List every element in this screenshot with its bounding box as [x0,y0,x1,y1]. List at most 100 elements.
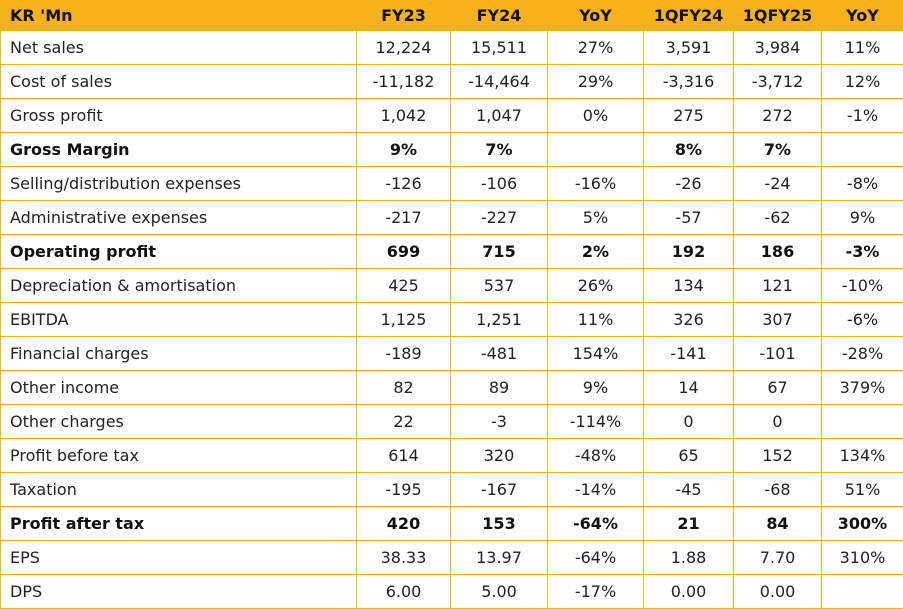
yoy-value: 5% [548,201,644,235]
1qfy25-value: 121 [734,269,822,303]
header-cell-yoy: YoY [548,0,644,31]
1qfy25-value: 67 [734,371,822,405]
yoy-value: -64% [548,507,644,541]
yoy-value: 29% [548,65,644,99]
fy24-value: -14,464 [451,65,548,99]
row-label: Other income [1,371,357,405]
1qfy24-value: 1.88 [644,541,734,575]
fy23-value: 22 [357,405,451,439]
fy23-value: -126 [357,167,451,201]
fy24-value: -3 [451,405,548,439]
yoy-quarter-value: 379% [822,371,903,405]
fy23-value: 6.00 [357,575,451,609]
fy23-value: 1,125 [357,303,451,337]
header-cell-fy24: FY24 [451,0,548,31]
1qfy25-value: 272 [734,99,822,133]
fy24-value: -167 [451,473,548,507]
1qfy24-value: -45 [644,473,734,507]
yoy-value: -64% [548,541,644,575]
1qfy24-value: 326 [644,303,734,337]
1qfy24-value: 21 [644,507,734,541]
1qfy24-value: 14 [644,371,734,405]
row-label: EBITDA [1,303,357,337]
yoy-quarter-value: 300% [822,507,903,541]
header-cell-label: KR 'Mn [1,0,357,31]
yoy-quarter-value: 310% [822,541,903,575]
fy24-value: 320 [451,439,548,473]
yoy-quarter-value: -28% [822,337,903,371]
yoy-quarter-value: -3% [822,235,903,269]
fy24-value: 1,251 [451,303,548,337]
1qfy25-value: -101 [734,337,822,371]
yoy-quarter-value: -1% [822,99,903,133]
fy24-value: 153 [451,507,548,541]
1qfy25-value: 84 [734,507,822,541]
1qfy25-value: 0.00 [734,575,822,609]
header-cell-1qfy24: 1QFY24 [644,0,734,31]
yoy-quarter-value: 12% [822,65,903,99]
fy24-value: 7% [451,133,548,167]
row-label: Taxation [1,473,357,507]
1qfy24-value: -26 [644,167,734,201]
fy24-value: -227 [451,201,548,235]
yoy-value: 26% [548,269,644,303]
yoy-quarter-value: 9% [822,201,903,235]
yoy-value: -16% [548,167,644,201]
1qfy25-value: 186 [734,235,822,269]
yoy-quarter-value: 134% [822,439,903,473]
1qfy24-value: 0 [644,405,734,439]
fy23-value: -11,182 [357,65,451,99]
yoy-value: -114% [548,405,644,439]
row-label: Selling/distribution expenses [1,167,357,201]
row-label: Cost of sales [1,65,357,99]
1qfy25-value: -68 [734,473,822,507]
fy23-value: 425 [357,269,451,303]
yoy-value: 27% [548,31,644,65]
1qfy24-value: 275 [644,99,734,133]
header-row: KR 'Mn FY23 FY24 YoY 1QFY24 1QFY25 YoY [1,0,903,31]
1qfy25-value: 7% [734,133,822,167]
yoy-quarter-value: -6% [822,303,903,337]
1qfy25-value: -3,712 [734,65,822,99]
row-label: Gross Margin [1,133,357,167]
table-header: KR 'Mn FY23 FY24 YoY 1QFY24 1QFY25 YoY [1,0,903,31]
yoy-value [548,133,644,167]
yoy-quarter-value [822,575,903,609]
1qfy25-value: 0 [734,405,822,439]
yoy-quarter-value: -8% [822,167,903,201]
fy24-value: 1,047 [451,99,548,133]
fy23-value: 1,042 [357,99,451,133]
row-label: Profit before tax [1,439,357,473]
1qfy25-value: -24 [734,167,822,201]
1qfy24-value: -57 [644,201,734,235]
fy24-value: 715 [451,235,548,269]
1qfy25-value: 3,984 [734,31,822,65]
fy23-value: -217 [357,201,451,235]
yoy-quarter-value: 11% [822,31,903,65]
1qfy24-value: -3,316 [644,65,734,99]
yoy-value: -17% [548,575,644,609]
row-label: Gross profit [1,99,357,133]
1qfy25-value: 152 [734,439,822,473]
fy23-value: 614 [357,439,451,473]
header-cell-fy23: FY23 [357,0,451,31]
fy23-value: 38.33 [357,541,451,575]
yoy-value: 11% [548,303,644,337]
fy24-value: 89 [451,371,548,405]
